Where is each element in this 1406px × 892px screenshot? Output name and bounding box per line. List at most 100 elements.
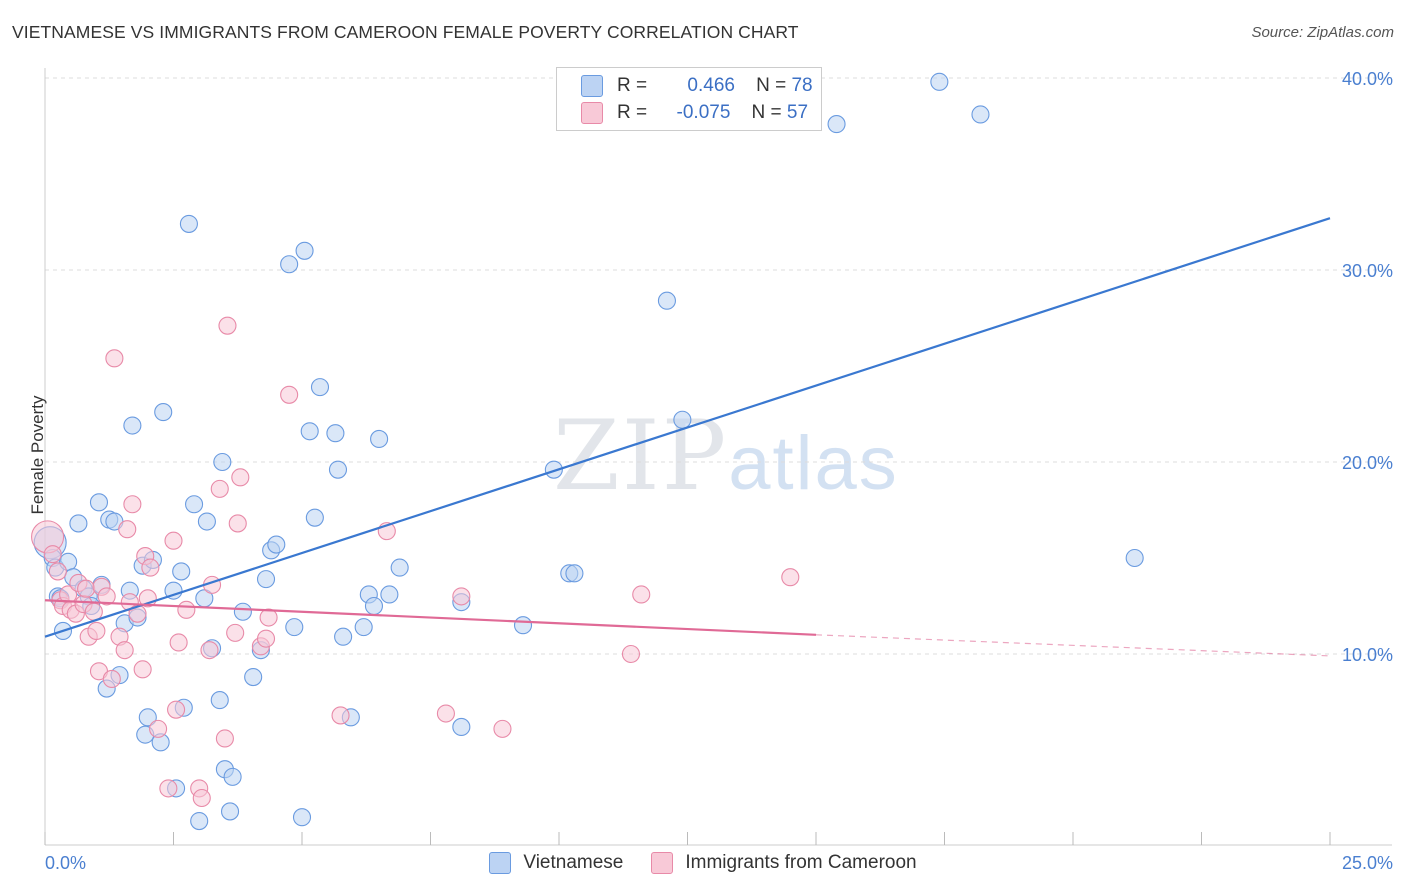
data-point — [231, 468, 250, 487]
legend-r-label: R = — [617, 102, 648, 123]
legend-n-value: 57 — [786, 102, 809, 123]
watermark: ZIPatlas — [553, 400, 899, 512]
data-point — [89, 493, 109, 512]
data-point — [513, 616, 533, 635]
legend-swatch-pink — [651, 852, 674, 874]
data-point — [364, 596, 384, 616]
data-point — [452, 587, 471, 606]
data-point — [370, 429, 389, 449]
correlation-legend: R = 0.466 N = 78 R = -0.075 N = 57 — [556, 67, 822, 131]
trend-line-vietnamese — [44, 217, 1331, 638]
data-point — [233, 602, 252, 621]
y-tick-label: 40.0% — [1342, 69, 1393, 89]
data-point — [164, 531, 183, 550]
data-point — [223, 767, 242, 786]
data-point — [259, 608, 278, 627]
legend-row-vietnamese: R = 0.466 N = 78 — [581, 75, 813, 97]
data-point — [77, 579, 96, 598]
data-point — [179, 214, 198, 233]
data-point — [621, 644, 641, 664]
x-tick-label: 0.0% — [45, 853, 86, 873]
data-point — [390, 558, 409, 577]
data-point — [167, 700, 186, 719]
data-point — [210, 691, 229, 710]
data-point — [1125, 548, 1144, 568]
data-point — [228, 514, 247, 533]
data-point — [226, 623, 245, 642]
source-credit: Source: ZipAtlas.com — [1251, 24, 1394, 41]
data-point — [123, 416, 142, 435]
data-point — [141, 558, 160, 577]
trend-line-cameroon-extension — [815, 634, 1331, 657]
data-point — [48, 562, 67, 581]
data-point — [138, 708, 157, 727]
legend-swatch-pink — [581, 102, 603, 124]
data-point — [280, 385, 299, 404]
data-point — [292, 808, 312, 827]
trend-line-cameroon — [44, 599, 817, 636]
data-point — [267, 535, 286, 554]
data-point — [154, 403, 173, 422]
series-vietnamese — [33, 72, 1144, 831]
data-point — [197, 512, 216, 531]
data-point — [326, 424, 345, 443]
data-point — [565, 564, 584, 583]
data-point — [218, 316, 237, 335]
watermark-zip: ZIP — [553, 400, 729, 512]
data-point — [673, 410, 692, 429]
data-point — [632, 585, 651, 604]
data-point — [133, 660, 152, 679]
data-point — [87, 621, 106, 641]
data-point — [544, 460, 563, 479]
data-point — [256, 570, 276, 589]
data-point — [215, 729, 234, 748]
legend-item-cameroon[interactable]: Immigrants from Cameroon — [651, 852, 917, 874]
data-point — [213, 452, 232, 472]
data-point — [97, 587, 116, 606]
legend-item-vietnamese[interactable]: Vietnamese — [489, 852, 623, 874]
data-point — [149, 719, 168, 738]
data-point — [305, 508, 324, 527]
legend-row-cameroon: R = -0.075 N = 57 — [581, 102, 808, 124]
data-point — [493, 719, 512, 738]
legend-label-cameroon: Immigrants from Cameroon — [685, 852, 917, 873]
data-point — [159, 779, 178, 798]
data-point — [295, 241, 314, 260]
data-point — [177, 600, 196, 619]
data-point — [43, 545, 62, 564]
data-point — [781, 568, 800, 587]
tick-labels: 10.0% 20.0% 30.0% 40.0% 0.0% 25.0% — [45, 69, 1393, 873]
axes — [44, 68, 1392, 846]
data-point — [192, 788, 211, 808]
data-point — [657, 291, 676, 310]
data-point — [380, 585, 399, 604]
data-point — [220, 802, 240, 821]
x-tick-label: 25.0% — [1342, 853, 1393, 873]
legend-r-value: 0.466 — [687, 75, 735, 96]
trend-lines — [44, 217, 1331, 657]
data-point — [102, 669, 121, 689]
data-point — [190, 811, 209, 831]
data-point — [185, 495, 204, 514]
data-point — [123, 495, 142, 514]
series-legend: Vietnamese Immigrants from Cameroon — [0, 852, 1406, 874]
data-point — [328, 460, 348, 479]
data-point — [210, 479, 229, 498]
data-point — [115, 641, 134, 660]
legend-label-vietnamese: Vietnamese — [523, 852, 624, 873]
data-point — [200, 641, 219, 660]
watermark-atlas: atlas — [728, 421, 899, 506]
data-point — [354, 618, 373, 637]
data-point — [164, 581, 183, 600]
data-point — [827, 115, 846, 134]
legend-r-value: -0.075 — [676, 102, 731, 123]
data-point — [105, 349, 124, 368]
data-point — [256, 629, 276, 648]
data-point — [118, 520, 137, 539]
data-point — [452, 717, 471, 737]
data-point — [331, 706, 350, 725]
legend-n-label: N = — [756, 75, 787, 96]
data-point — [280, 255, 299, 274]
y-tick-label: 10.0% — [1342, 645, 1393, 665]
legend-n-value: 78 — [791, 75, 813, 96]
